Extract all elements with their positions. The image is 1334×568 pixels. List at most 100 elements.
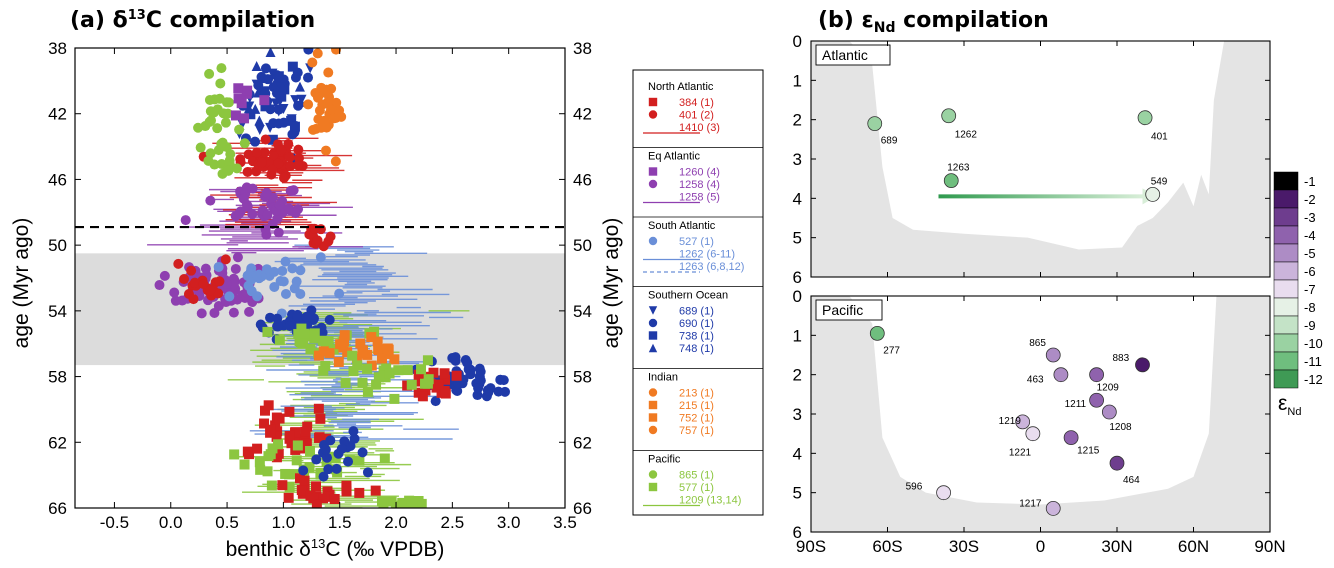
data-point — [239, 459, 250, 470]
data-point — [295, 288, 306, 299]
data-point — [290, 95, 301, 106]
site-label: 1219 — [999, 416, 1022, 427]
data-point — [252, 443, 263, 454]
x-tick-label: 1.5 — [328, 513, 352, 532]
legend-label: 577 (1) — [679, 482, 714, 494]
data-point — [242, 446, 253, 457]
site-marker — [1089, 367, 1104, 383]
panel-b-title: (b) εNd compilation — [818, 8, 1049, 36]
data-point — [278, 172, 289, 183]
data-point — [213, 145, 224, 156]
data-point — [265, 424, 276, 435]
data-point — [420, 385, 431, 396]
colorbar-swatch — [1273, 225, 1299, 245]
x-tick-label: 60N — [1178, 537, 1209, 556]
data-point — [433, 379, 444, 390]
site-marker — [941, 108, 957, 124]
data-point — [263, 451, 274, 462]
data-point — [430, 396, 441, 407]
x-tick-label: 0.0 — [159, 513, 183, 532]
data-point — [272, 426, 283, 437]
data-point — [500, 386, 511, 397]
legend-marker — [648, 425, 658, 435]
data-point — [325, 435, 336, 446]
legend-marker — [648, 236, 658, 246]
data-point — [317, 335, 328, 346]
data-point — [324, 348, 335, 359]
data-point — [274, 335, 285, 346]
data-point — [189, 277, 200, 288]
site-marker — [1045, 500, 1061, 516]
data-point — [259, 418, 270, 429]
data-point — [357, 347, 368, 358]
data-point — [322, 452, 333, 463]
legend-label: 738 (1) — [679, 331, 714, 343]
site-label: 1221 — [1009, 448, 1032, 459]
data-point — [272, 313, 283, 324]
y-tick-label: 58 — [573, 368, 592, 387]
data-point — [260, 134, 271, 145]
data-point — [273, 158, 284, 169]
data-point — [357, 447, 368, 458]
data-point — [440, 388, 451, 399]
data-point — [292, 311, 303, 322]
colorbar-label: -8 — [1304, 300, 1316, 315]
data-point — [336, 443, 347, 454]
data-point — [273, 118, 284, 129]
y-tick-label: 42 — [48, 105, 67, 124]
colorbar-label: -1 — [1304, 174, 1316, 189]
data-point — [334, 288, 345, 299]
data-point — [274, 200, 285, 211]
plot-frame-a — [74, 47, 566, 509]
data-point — [324, 314, 335, 325]
data-point — [288, 469, 299, 480]
ventilation-arrow — [938, 194, 1143, 199]
data-point — [275, 275, 286, 286]
colorbar-label: -6 — [1304, 264, 1316, 279]
data-point — [220, 117, 231, 128]
site-marker — [869, 325, 885, 341]
data-point — [362, 386, 373, 397]
y-tick-label: 46 — [48, 170, 67, 189]
data-point — [373, 345, 384, 356]
y-tick-label: 0 — [793, 32, 802, 51]
data-point — [276, 144, 287, 155]
data-point — [315, 413, 326, 424]
data-point — [422, 355, 433, 366]
data-point — [242, 166, 253, 177]
data-point — [318, 346, 329, 357]
legend-label: 384 (1) — [679, 97, 714, 109]
data-point — [417, 391, 428, 402]
site-label: 1208 — [1109, 422, 1132, 433]
data-point — [260, 63, 271, 74]
x-tick-label: 60S — [872, 537, 902, 556]
legend-label: 748 (1) — [679, 343, 714, 355]
y-tick-label: 66 — [48, 499, 67, 518]
data-point — [413, 369, 424, 380]
site-marker — [1045, 347, 1061, 363]
panel-a-title: (a) δ13C compilation — [70, 8, 315, 33]
data-point — [251, 147, 262, 158]
site-marker — [1145, 186, 1161, 202]
data-point — [318, 471, 329, 482]
data-point — [243, 103, 254, 114]
data-point — [339, 330, 350, 341]
legend-label: 1263 (6,8,12) — [679, 261, 744, 273]
data-point — [323, 464, 334, 475]
data-point — [224, 291, 235, 302]
data-point — [370, 485, 381, 496]
data-point — [229, 449, 240, 460]
data-point — [309, 330, 320, 341]
data-point — [284, 152, 295, 163]
data-point — [292, 440, 303, 451]
legend-label: 690 (1) — [679, 318, 714, 330]
data-point — [283, 139, 294, 150]
data-point — [376, 496, 387, 507]
data-point — [320, 444, 331, 455]
legend: North Atlantic 384 (1)401 (2)1410 (3) Eq A… — [632, 69, 764, 516]
data-point — [228, 307, 239, 318]
legend-label: 215 (1) — [679, 400, 714, 412]
data-point — [254, 124, 265, 135]
data-point — [254, 115, 265, 126]
